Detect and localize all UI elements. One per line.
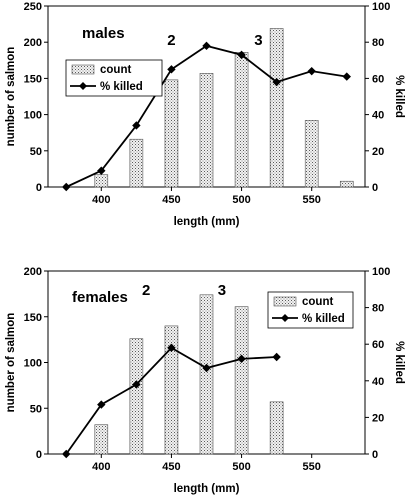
legend-bar-label: count	[100, 64, 131, 76]
x-tick-label: 550	[303, 194, 321, 206]
y-axis-title: number of salmon	[5, 313, 17, 413]
y-tick-label: 200	[24, 37, 42, 49]
pct-killed-point	[97, 166, 106, 175]
legend-bar-swatch	[273, 296, 297, 307]
y-tick-label: 200	[24, 266, 42, 278]
pct-killed-point	[167, 343, 176, 353]
x-axis-title: length (mm)	[174, 216, 240, 228]
bar	[269, 28, 284, 188]
x-tick-label: 550	[303, 461, 321, 473]
chart-panel-males: 0 50 100 150 200 250 0 20 40 60 80 100 400 450 500 550 l…	[5, 1, 405, 228]
bar	[269, 401, 284, 455]
y2-tick-label: 20	[372, 412, 384, 424]
y-tick-label: 100	[24, 110, 42, 122]
x-tick-label: 500	[232, 461, 250, 473]
legend-line-label: % killed	[100, 81, 143, 93]
legend: count % killed	[65, 59, 163, 97]
peak-annotation: 2	[167, 32, 175, 49]
y2-axis-title: % killed	[393, 75, 405, 118]
y-tick-label: 150	[24, 312, 42, 324]
pct-killed-point	[202, 363, 211, 373]
bar	[234, 306, 249, 455]
y-tick-label: 50	[30, 146, 42, 158]
y2-tick-label: 60	[372, 339, 384, 351]
chart-panel-females: 0 50 100 150 200 0 20 40 60 80 100 400 450 500 550 leng…	[5, 266, 405, 495]
bar	[199, 73, 214, 188]
peak-annotation: 3	[254, 32, 262, 49]
x-tick-label: 400	[92, 194, 110, 206]
y-tick-label: 150	[24, 73, 42, 85]
y2-tick-label: 100	[372, 1, 390, 13]
pct-killed-point	[237, 354, 246, 364]
legend-line-label: % killed	[302, 313, 345, 325]
legend-diamond-marker	[79, 82, 87, 90]
pct-killed-point	[202, 41, 211, 51]
bar	[129, 338, 144, 455]
y2-tick-label: 0	[372, 182, 378, 194]
panel-label: females	[72, 289, 128, 306]
y2-tick-label: 0	[372, 449, 378, 461]
y2-tick-label: 80	[372, 37, 384, 49]
legend-bar-label: count	[302, 296, 333, 308]
bar	[199, 294, 214, 455]
bar	[339, 180, 354, 188]
y-tick-label: 50	[30, 403, 42, 415]
y2-tick-label: 60	[372, 73, 384, 85]
bar	[94, 424, 109, 455]
pct-killed-point	[237, 50, 246, 60]
panel-label: males	[82, 25, 125, 42]
pct-killed-point	[342, 72, 351, 81]
pct-killed-point	[307, 66, 316, 76]
x-tick-label: 450	[162, 194, 180, 206]
pct-killed-point	[132, 121, 141, 130]
legend-bar-swatch	[71, 64, 95, 75]
legend: count % killed	[267, 291, 354, 329]
y2-tick-label: 20	[372, 146, 384, 158]
y-tick-label: 100	[24, 358, 42, 370]
y-tick-label: 0	[36, 182, 42, 194]
pct-killed-point	[272, 352, 281, 362]
pct-killed-point	[62, 182, 71, 192]
pct-killed-point	[132, 380, 141, 389]
x-tick-label: 500	[232, 194, 250, 206]
y2-tick-label: 40	[372, 376, 384, 388]
y2-axis-title: % killed	[393, 341, 405, 384]
pct-killed-point	[62, 449, 71, 459]
x-axis-title: length (mm)	[174, 483, 240, 495]
y2-tick-label: 80	[372, 303, 384, 315]
y2-tick-label: 40	[372, 110, 384, 122]
peak-annotation: 3	[218, 282, 226, 299]
x-tick-label: 400	[92, 461, 110, 473]
y2-tick-label: 100	[372, 266, 390, 278]
y-tick-label: 250	[24, 1, 42, 13]
peak-annotation: 2	[142, 282, 150, 299]
legend-diamond-marker	[281, 314, 289, 322]
bar	[94, 174, 109, 188]
y-axis-title: number of salmon	[5, 47, 17, 147]
y-tick-label: 0	[36, 449, 42, 461]
bar	[164, 79, 179, 188]
pct-killed-point	[272, 77, 281, 87]
bar	[129, 138, 144, 188]
pct-killed-point	[97, 400, 106, 409]
bar	[234, 52, 249, 188]
pct-killed-point	[167, 65, 176, 74]
bar	[304, 120, 319, 188]
x-tick-label: 450	[162, 461, 180, 473]
